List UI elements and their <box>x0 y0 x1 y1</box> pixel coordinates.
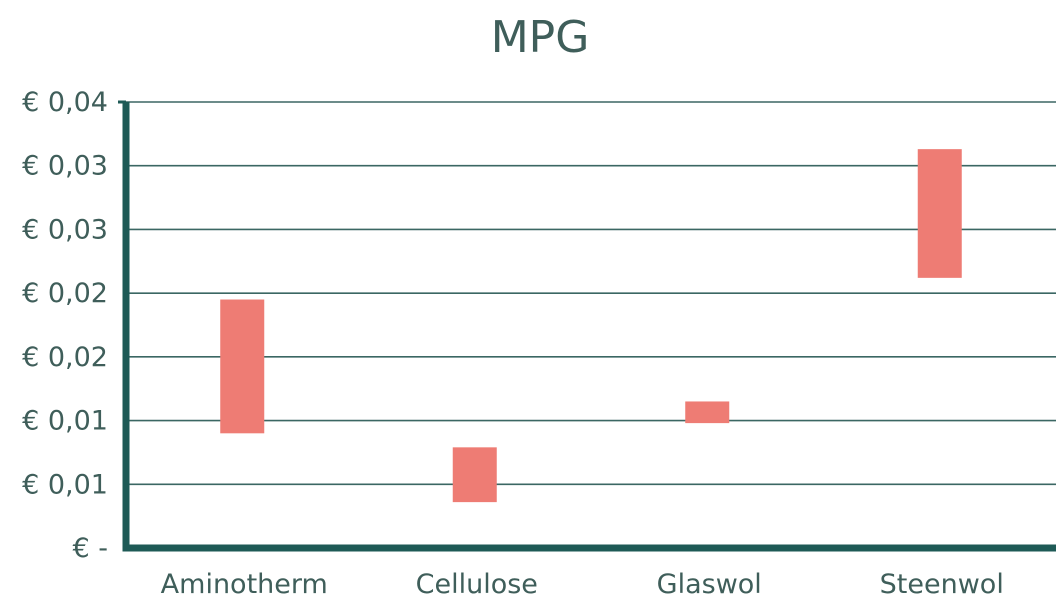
y-axis-tick-labels: € - € 0,01 € 0,01 € 0,02 € 0,02 € 0,03 € 0,03 €… <box>22 87 108 564</box>
range-bar-aminotherm <box>220 299 265 434</box>
x-category-label: Cellulose <box>416 569 538 600</box>
y-tick-label: € 0,04 <box>22 87 108 118</box>
y-tick-label: € 0,01 <box>22 406 108 437</box>
range-bar-cellulose <box>452 447 497 503</box>
y-tick-label: € 0,03 <box>22 214 108 245</box>
y-tick-label: € 0,01 <box>22 469 108 500</box>
y-tick-label: € - <box>72 533 108 564</box>
x-category-label: Steenwol <box>880 569 1004 600</box>
range-bar-glaswol <box>685 401 730 424</box>
x-category-label: Glaswol <box>657 569 762 600</box>
grid-lines <box>126 101 1056 486</box>
axes <box>118 100 1056 552</box>
y-tick-label: € 0,03 <box>22 151 108 182</box>
y-tick-label: € 0,02 <box>22 278 108 309</box>
x-category-label: Aminotherm <box>161 569 328 600</box>
range-bars <box>220 149 962 503</box>
range-bar-steenwol <box>917 149 962 278</box>
y-tick-label: € 0,02 <box>22 342 108 373</box>
chart-title: MPG <box>491 12 590 63</box>
x-axis-category-labels: Aminotherm Cellulose Glaswol Steenwol <box>161 569 1004 600</box>
